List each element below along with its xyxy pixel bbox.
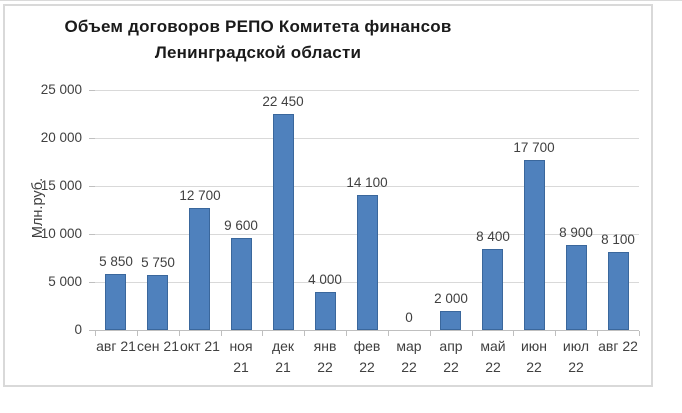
x-axis-tick	[221, 331, 222, 336]
y-axis-tick	[89, 330, 95, 331]
x-axis-label-line: ноя	[229, 338, 253, 354]
bar-апр 22	[440, 311, 461, 330]
x-axis-tick	[262, 331, 263, 336]
x-axis-label-line: 22	[359, 359, 375, 375]
y-axis-tick-label: 20 000	[40, 130, 82, 145]
y-axis-tick	[89, 234, 95, 235]
gridline	[95, 186, 639, 187]
x-axis-label-line: янв	[313, 338, 337, 354]
x-axis-label-line: июл	[562, 338, 590, 354]
chart-area: Объем договоров РЕПО Комитета финансов Л…	[3, 4, 653, 387]
bar-value-label: 12 700	[179, 188, 221, 203]
chart-title-line2: Ленинградской области	[154, 43, 362, 62]
bar-дек 21	[273, 114, 294, 330]
x-axis-label-line: июн	[520, 338, 548, 354]
x-axis-tick	[597, 331, 598, 336]
y-axis-tick	[89, 90, 95, 91]
bar-value-label: 8 900	[559, 225, 593, 240]
x-axis-label-line: май	[480, 338, 506, 354]
bar-авг 22	[608, 252, 629, 330]
x-axis-label-line: 22	[443, 359, 459, 375]
x-axis-label-сен 21: сен 21	[126, 336, 190, 357]
bar-value-label: 8 400	[476, 229, 510, 244]
x-axis-tick	[639, 331, 640, 336]
x-axis-tick	[95, 331, 96, 336]
x-axis-label-июл 22: июл 22	[544, 336, 608, 378]
x-axis-tick	[555, 331, 556, 336]
bar-ноя 21	[231, 238, 252, 330]
bar-value-label: 14 100	[346, 175, 388, 190]
gridline	[95, 90, 639, 91]
bar-value-label: 17 700	[513, 140, 555, 155]
gridline	[95, 138, 639, 139]
y-axis-tick	[89, 186, 95, 187]
x-axis-tick	[179, 331, 180, 336]
x-axis-label-line: 21	[233, 359, 249, 375]
x-axis-label-line: авг 21	[96, 338, 136, 354]
bar-май 22	[482, 249, 503, 330]
bar-value-label: 2 000	[434, 291, 468, 306]
bar-июн 22	[524, 160, 545, 330]
y-axis-tick	[89, 282, 95, 283]
bar-июл 22	[566, 245, 587, 330]
x-axis-label-line: 21	[275, 359, 291, 375]
x-axis-label-ноя 21: ноя 21	[209, 336, 273, 378]
bar-value-label: 9 600	[224, 218, 258, 233]
x-axis-label-апр 22: апр 22	[419, 336, 483, 378]
bar-value-label: 22 450	[262, 94, 304, 109]
bar-сен 21	[147, 275, 168, 330]
x-axis-label-авг 22: авг 22	[586, 336, 650, 357]
x-axis-label-line: дек	[271, 338, 295, 354]
y-axis-tick	[89, 138, 95, 139]
chart-title-line1: Объем договоров РЕПО Комитета финансов	[64, 17, 452, 36]
page-top-edge-line	[0, 0, 682, 1]
x-axis-tick	[472, 331, 473, 336]
x-axis-label-line: 22	[317, 359, 333, 375]
x-axis-label-line: мар	[396, 338, 422, 354]
bar-value-label: 0	[405, 310, 413, 325]
x-axis-label-line: фев	[353, 338, 381, 354]
chart-title: Объем договоров РЕПО Комитета финансов Л…	[5, 14, 511, 66]
bar-value-label: 4 000	[308, 272, 342, 287]
y-axis-tick-label: 0	[74, 322, 82, 337]
x-axis-tick	[304, 331, 305, 336]
x-axis-label-май 22: май 22	[461, 336, 525, 378]
bar-фев 22	[357, 195, 378, 330]
x-axis-tick	[346, 331, 347, 336]
x-axis-tick	[137, 331, 138, 336]
bar-янв 22	[315, 292, 336, 330]
x-axis-label-мар 22: мар 22	[377, 336, 441, 378]
bar-value-label: 8 100	[601, 232, 635, 247]
x-axis-label-авг 21: авг 21	[84, 336, 148, 357]
x-axis-tick	[388, 331, 389, 336]
bar-value-label: 5 750	[141, 255, 175, 270]
x-axis-line	[95, 330, 639, 331]
x-axis-label-line: 22	[401, 359, 417, 375]
y-axis-tick-label: 5 000	[48, 274, 82, 289]
x-axis-label-line: 22	[485, 359, 501, 375]
y-axis-tick-label: 15 000	[40, 178, 82, 193]
x-axis-tick	[430, 331, 431, 336]
x-axis-label-янв 22: янв 22	[293, 336, 357, 378]
y-axis-tick-label: 25 000	[40, 82, 82, 97]
x-axis-label-июн 22: июн 22	[502, 336, 566, 378]
x-axis-label-line: апр	[439, 338, 463, 354]
x-axis-label-фев 22: фев 22	[335, 336, 399, 378]
bar-окт 21	[189, 208, 210, 330]
x-axis-tick	[513, 331, 514, 336]
x-axis-label-line: сен 21	[137, 338, 179, 354]
x-axis-label-line: 22	[568, 359, 584, 375]
x-axis-label-окт 21: окт 21	[168, 336, 232, 357]
x-axis-label-line: 22	[526, 359, 542, 375]
y-axis-tick-label: 10 000	[40, 226, 82, 241]
bar-value-label: 5 850	[99, 254, 133, 269]
x-axis-label-line: окт 21	[180, 338, 220, 354]
x-axis-label-line: авг 22	[598, 338, 638, 354]
bar-авг 21	[105, 274, 126, 330]
x-axis-label-дек 21: дек 21	[251, 336, 315, 378]
